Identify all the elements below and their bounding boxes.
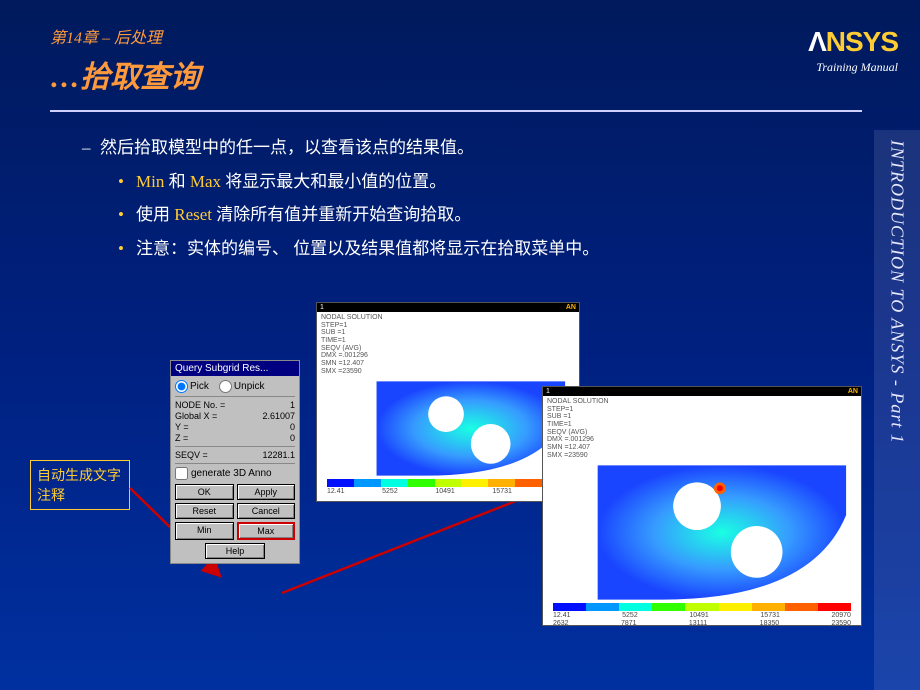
max-keyword: Max	[190, 172, 221, 191]
pick-radio[interactable]: Pick	[175, 380, 209, 393]
side-banner-text: INTRODUCTION TO ANSYS - Part 1	[887, 140, 908, 444]
fea-contour-icon	[317, 376, 579, 484]
chapter-label: 第14章 – 后处理	[50, 24, 860, 48]
ansys-logo: ΛNSYS Training Manual	[808, 26, 898, 75]
min-button[interactable]: Min	[175, 522, 234, 540]
header-rule	[50, 110, 862, 112]
fea-screenshot-1: 1AN NODAL SOLUTION STEP=1 SUB =1 TIME=1 …	[316, 302, 580, 502]
cancel-button[interactable]: Cancel	[237, 503, 296, 519]
apply-button[interactable]: Apply	[237, 484, 296, 500]
page-title: …拾取查询	[50, 52, 860, 96]
query-dialog: Query Subgrid Res... Pick Unpick NODE No…	[170, 360, 300, 564]
side-banner: INTRODUCTION TO ANSYS - Part 1	[874, 130, 920, 690]
annotation-box: 自动生成文字注释	[30, 460, 130, 510]
fea-screenshot-2: 1AN NODAL SOLUTION STEP=1 SUB =1 TIME=1 …	[542, 386, 862, 626]
sub-bullet-2: 使用 Reset 清除所有值并重新开始查询拾取。	[136, 202, 850, 228]
main-bullet: 然后拾取模型中的任一点，以查看该点的结果值。	[100, 135, 850, 161]
reset-keyword: Reset	[174, 205, 212, 224]
reset-button[interactable]: Reset	[175, 503, 234, 519]
generate-3d-checkbox[interactable]: generate 3D Anno	[175, 467, 295, 480]
max-button[interactable]: Max	[237, 522, 296, 540]
color-legend: 12.415252104911573120970 263278711311118…	[553, 603, 851, 621]
help-button[interactable]: Help	[205, 543, 265, 559]
ok-button[interactable]: OK	[175, 484, 234, 500]
sub-bullet-3: 注意：实体的编号、 位置以及结果值都将显示在拾取菜单中。	[136, 236, 850, 262]
fea-contour-icon	[543, 460, 861, 608]
min-keyword: Min	[136, 172, 164, 191]
unpick-radio[interactable]: Unpick	[219, 380, 265, 393]
dialog-title: Query Subgrid Res...	[171, 361, 299, 376]
color-legend: 12.415252104911573120970	[327, 479, 569, 497]
logo-tagline: Training Manual	[808, 60, 898, 75]
sub-bullet-1: Min 和 Max 将显示最大和最小值的位置。	[136, 169, 850, 195]
